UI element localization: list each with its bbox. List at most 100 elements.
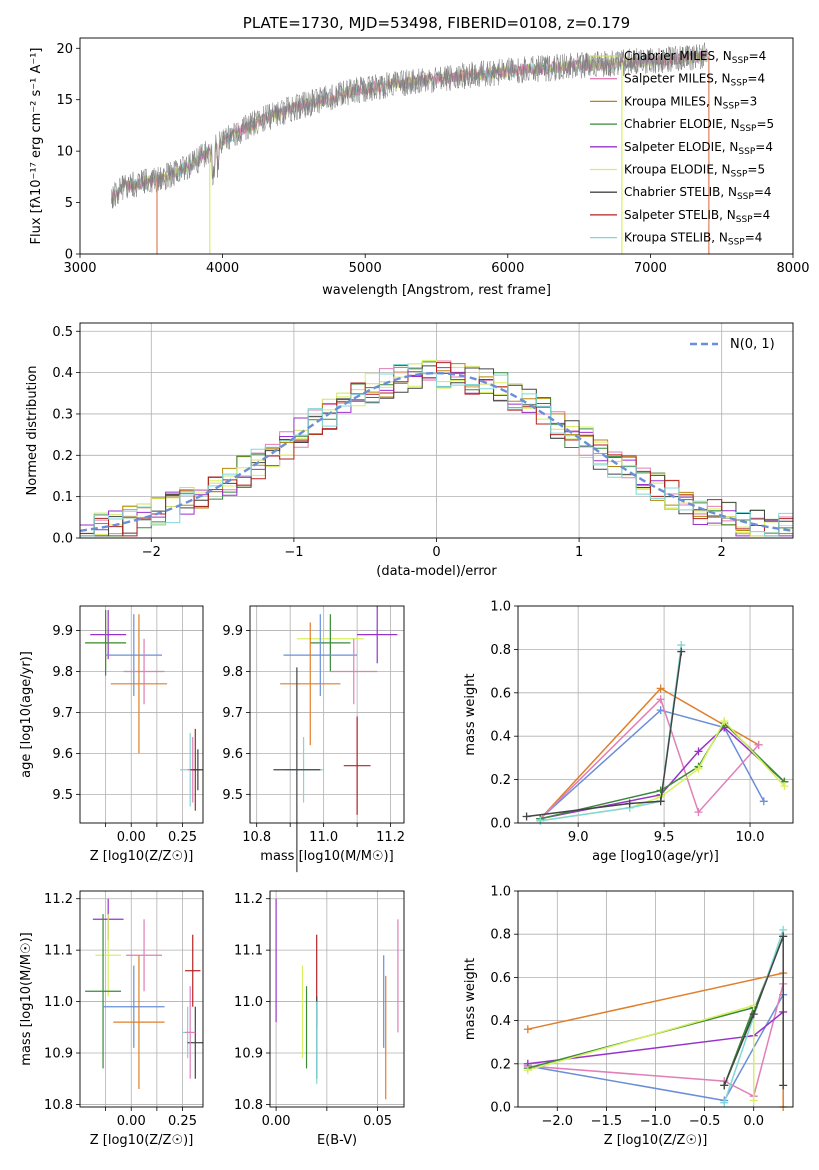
legend-label: Kroupa MILES, NSSP=3 <box>624 94 757 111</box>
x-tick-label: 2 <box>718 545 726 560</box>
x-axis-label: E(B-V) <box>317 1133 357 1148</box>
y-tick-label: 1.0 <box>490 885 511 900</box>
x-axis-label: (data-model)/error <box>376 564 497 579</box>
y-tick-label: 1.0 <box>490 600 511 615</box>
y-tick-label: 0.8 <box>490 643 511 658</box>
y-tick-label: 0.8 <box>490 928 511 943</box>
grid-lines <box>80 891 203 1107</box>
x-tick-label: 3000 <box>63 261 96 276</box>
legend: Chabrier MILES, NSSP=4 Salpeter MILES, NS… <box>590 49 774 248</box>
x-tick-label: 0.25 <box>168 1114 197 1129</box>
data-point <box>105 614 162 697</box>
gaussian-curve <box>79 371 794 532</box>
x-tick-label: 0.00 <box>117 1114 146 1129</box>
x-tick-label: −1.0 <box>640 1114 672 1129</box>
grid-lines <box>80 323 793 539</box>
weight-marker <box>759 797 768 806</box>
histogram-series <box>80 362 793 537</box>
axes-frame <box>79 890 204 1108</box>
weight-marker <box>694 764 703 773</box>
weight-series <box>522 641 789 825</box>
legend-label: Chabrier ELODIE, NSSP=5 <box>624 117 774 134</box>
weight-marker <box>779 1081 788 1090</box>
weight-marker <box>720 1081 729 1090</box>
data-point <box>85 914 121 1069</box>
spectrum-series <box>111 44 708 209</box>
data-point <box>185 986 196 1079</box>
x-tick-label: 11.2 <box>376 830 405 845</box>
x-tick-label: 9.5 <box>654 830 675 845</box>
weight-vs-age-panel: 9.0 9.5 10.0 0.0 0.2 0.4 0.6 0.8 1.0 age [log10(a… <box>463 600 794 864</box>
y-tick-label: 11.2 <box>44 892 73 907</box>
x-tick-label: 5000 <box>349 261 382 276</box>
age-vs-mass-panel: 10.8 11.0 11.2 9.5 9.6 9.7 9.8 9.9 mass [log10(M… <box>222 605 405 873</box>
legend-label: Chabrier MILES, NSSP=4 <box>624 49 766 66</box>
weight-marker <box>536 816 545 825</box>
data-point <box>123 638 165 705</box>
y-tick-label: 0.4 <box>52 366 73 381</box>
data-point <box>110 614 168 754</box>
weight-series <box>523 925 788 1111</box>
x-tick-label: 6000 <box>491 261 524 276</box>
mass-vs-ebv-panel: 0.00 0.05 10.8 10.9 11.0 11.1 11.2 E(B-V) <box>234 890 405 1148</box>
x-tick-label: 0.05 <box>363 1114 392 1129</box>
weight-marker <box>656 684 665 693</box>
weight-line <box>539 697 760 820</box>
x-tick-label: 0.0 <box>743 1114 764 1129</box>
y-tick-label: 15 <box>56 93 73 108</box>
y-tick-label: 0.2 <box>52 449 73 464</box>
axes-frame <box>79 605 204 824</box>
x-axis-label: age [log10(age/yr)] <box>592 849 719 864</box>
weight-marker <box>779 932 788 941</box>
axes-frame <box>269 890 405 1108</box>
x-tick-label: 7000 <box>634 261 667 276</box>
y-tick-label: 20 <box>56 42 73 57</box>
weight-marker <box>677 647 686 656</box>
y-tick-label: 0.6 <box>490 971 511 986</box>
data-point <box>192 749 203 791</box>
x-tick-label: −1.5 <box>591 1114 623 1129</box>
x-tick-label: 1 <box>575 545 583 560</box>
weight-marker <box>656 797 665 806</box>
y-tick-label: 0.0 <box>490 817 511 832</box>
axes-frame <box>517 605 794 824</box>
age-vs-metallicity-panel: 0.00 0.25 9.5 9.6 9.7 9.8 9.9 Z [log10(Z/Z☉)] ag… <box>19 605 204 864</box>
x-tick-label: 4000 <box>206 261 239 276</box>
weight-marker <box>749 1010 758 1019</box>
y-axis-label: Normed distribution <box>25 366 40 496</box>
y-tick-label: 0.3 <box>52 407 73 422</box>
y-tick-label: 9.5 <box>52 788 73 803</box>
y-tick-label: 9.6 <box>52 747 73 762</box>
legend-label: Kroupa STELIB, NSSP=4 <box>624 231 762 248</box>
legend-label: Salpeter MILES, NSSP=4 <box>624 72 765 89</box>
weight-marker <box>780 782 789 791</box>
data-point <box>185 934 201 1007</box>
y-tick-label: 0.2 <box>490 773 511 788</box>
x-tick-label: 0.00 <box>262 1114 291 1129</box>
data-point <box>283 614 358 697</box>
weight-line <box>526 651 683 818</box>
weight-marker <box>694 808 703 817</box>
chart-title: PLATE=1730, MJD=53498, FIBERID=0108, z=0… <box>243 14 630 32</box>
y-tick-label: 10.9 <box>234 1047 263 1062</box>
weight-marker <box>749 1096 758 1105</box>
x-axis-label: Z [log10(Z/Z☉)] <box>90 1133 194 1148</box>
y-axis-label: mass [log10(M/M☉)] <box>19 932 34 1065</box>
weight-marker <box>625 799 634 808</box>
weight-marker <box>694 747 703 756</box>
y-tick-label: 11.0 <box>44 995 73 1010</box>
data-point <box>330 638 378 705</box>
data-point <box>113 955 165 1089</box>
y-tick-label: 0.6 <box>490 686 511 701</box>
data-point <box>103 965 165 1048</box>
y-tick-label: 9.9 <box>222 624 243 639</box>
weight-marker <box>720 1098 729 1107</box>
axes-frame <box>517 890 794 1108</box>
x-tick-label: −2.0 <box>541 1114 573 1129</box>
data-points <box>85 610 203 811</box>
mass-vs-metallicity-panel: 0.00 0.25 10.8 10.9 11.0 11.1 11.2 Z [log10(Z/Z… <box>19 890 204 1148</box>
weight-marker <box>754 740 763 749</box>
x-tick-label: 11.0 <box>309 830 338 845</box>
legend-label: Salpeter STELIB, NSSP=4 <box>624 208 770 225</box>
weight-line <box>527 983 784 1098</box>
